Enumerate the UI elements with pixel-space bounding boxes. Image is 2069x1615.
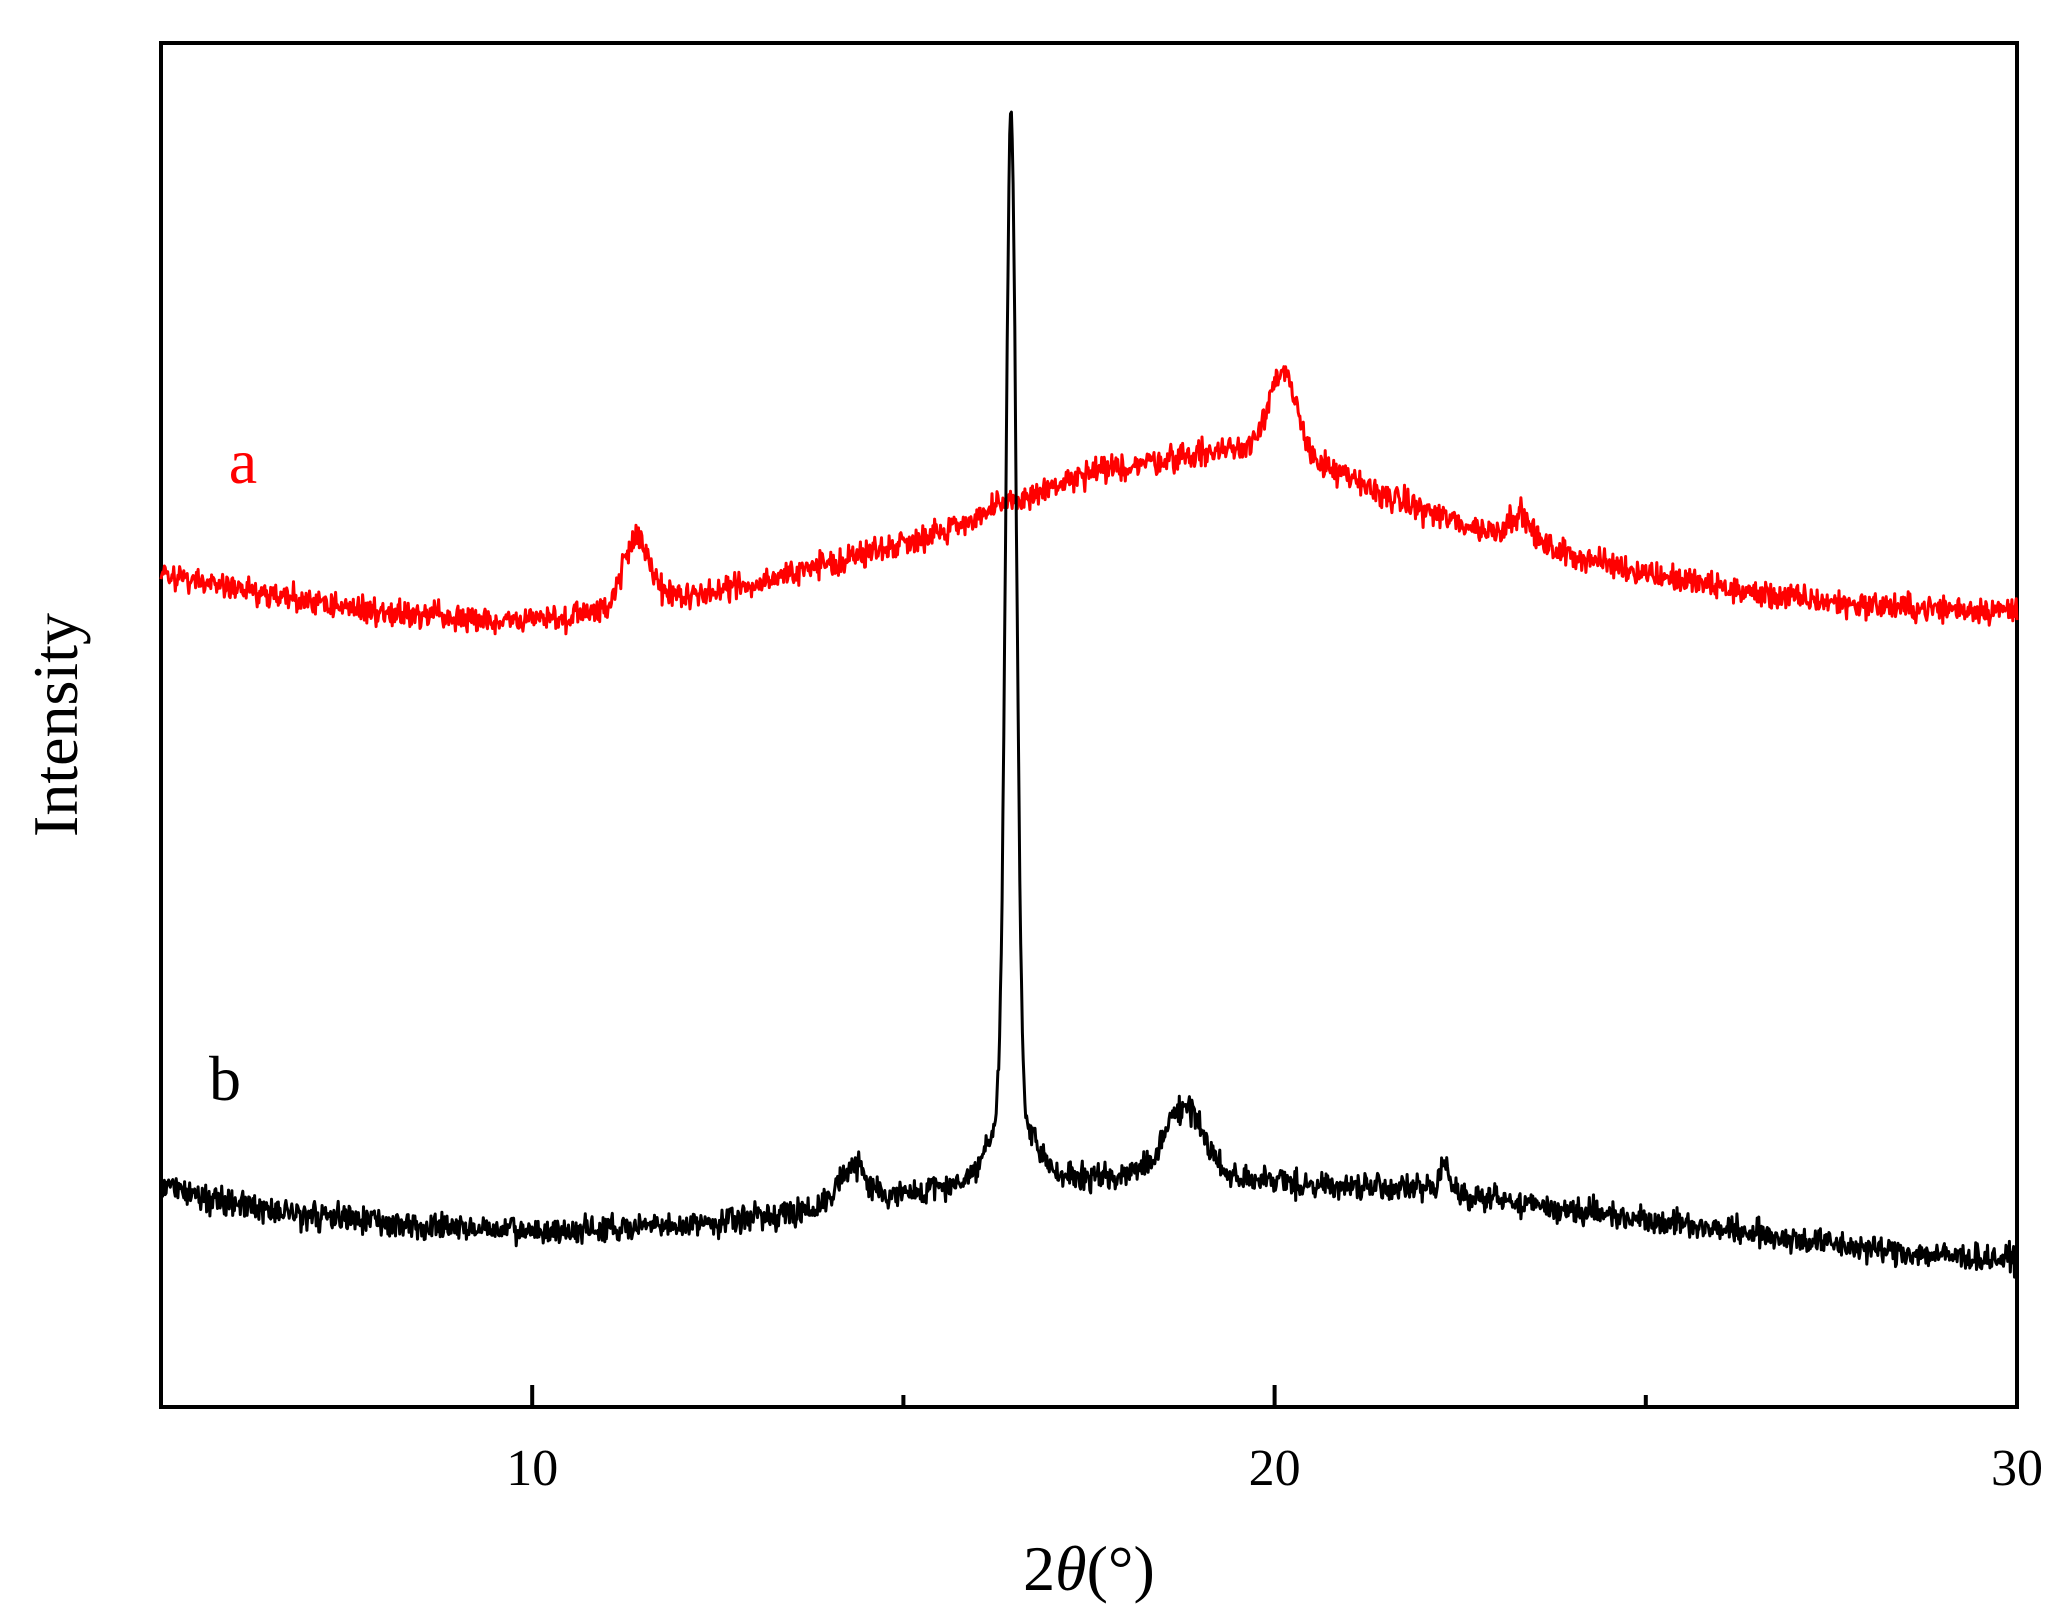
- series-a-label: a: [229, 426, 257, 497]
- x-axis-title: 2θ(°): [1023, 1533, 1155, 1604]
- series-b-label: b: [209, 1043, 241, 1114]
- x-axis-title-suffix: (°): [1087, 1533, 1155, 1604]
- y-axis-title: Intensity: [20, 613, 91, 837]
- x-tick-label: 30: [1991, 1440, 2043, 1497]
- x-ticks: [530, 1385, 2019, 1407]
- x-tick-label: 20: [1249, 1440, 1301, 1497]
- x-tick-labels: 10 20 30: [506, 1440, 2043, 1497]
- x-axis-title-symbol: θ: [1055, 1533, 1086, 1604]
- x-axis-title-prefix: 2: [1023, 1533, 1055, 1604]
- series-b-line: [159, 110, 2019, 1279]
- series-a-line: [159, 365, 2019, 636]
- x-tick-label: 10: [506, 1440, 558, 1497]
- series-layer: [159, 110, 2019, 1279]
- series-labels: ab: [209, 426, 257, 1114]
- plot-frame: [159, 41, 2019, 1409]
